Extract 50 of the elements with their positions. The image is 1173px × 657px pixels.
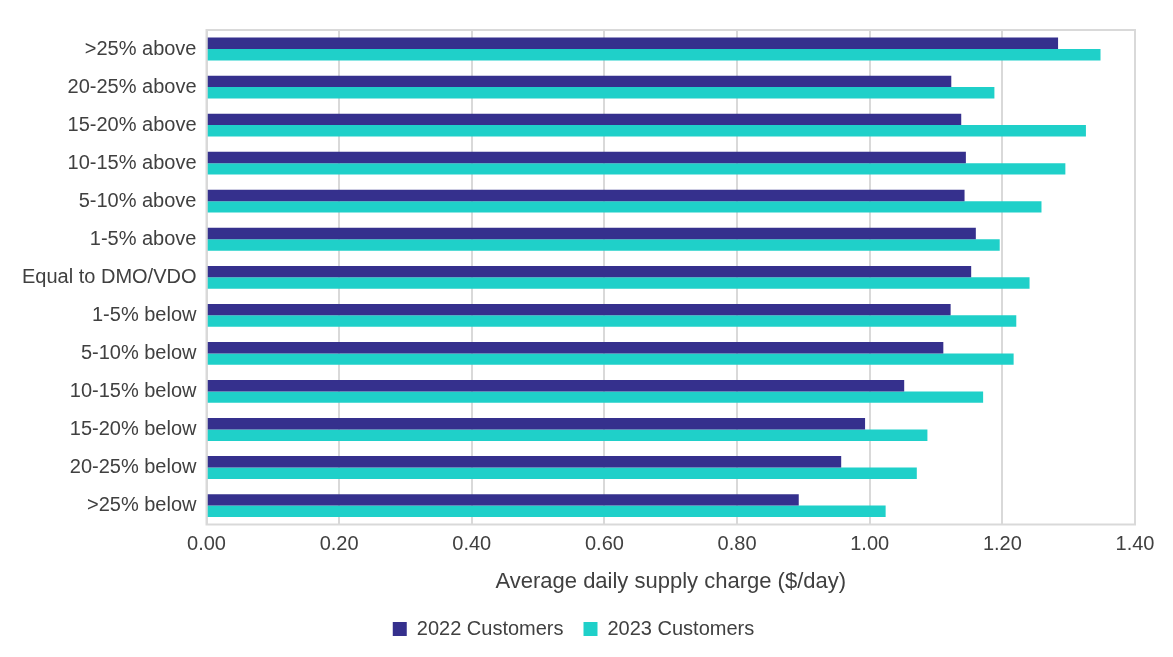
y-tick-label: 10-15% above xyxy=(67,150,197,173)
y-tick-label: 20-25% above xyxy=(67,74,197,97)
x-tick-label: 0.60 xyxy=(584,532,624,555)
y-tick-label: 15-20% above xyxy=(67,112,197,135)
bar xyxy=(207,505,886,517)
bar xyxy=(207,429,928,441)
y-tick-label: 10-15% below xyxy=(69,378,198,401)
y-tick-label: Equal to DMO/VDO xyxy=(21,264,197,287)
bar xyxy=(207,125,1086,137)
legend-label: 2023 Customers xyxy=(607,616,755,639)
x-tick-label: 1.40 xyxy=(1115,532,1155,555)
x-tick-label: 0.80 xyxy=(717,532,757,555)
y-tick-label: >25% below xyxy=(86,493,198,516)
bar xyxy=(207,37,1059,50)
bar xyxy=(207,227,976,240)
bar xyxy=(207,456,842,468)
bar xyxy=(207,163,1066,175)
bar xyxy=(207,341,944,354)
y-tick-label: 20-25% below xyxy=(69,455,198,478)
x-tick-label: 1.20 xyxy=(982,532,1022,555)
y-tick-label: 1-5% above xyxy=(89,226,197,249)
bar xyxy=(207,494,799,506)
bar xyxy=(207,151,966,164)
bar xyxy=(207,239,1000,251)
y-tick-label: 15-20% below xyxy=(69,417,198,439)
bar xyxy=(207,380,905,392)
y-tick-label: >25% above xyxy=(84,36,197,59)
bar xyxy=(207,418,866,430)
bar xyxy=(207,391,984,403)
bar xyxy=(207,75,952,88)
bar xyxy=(207,315,1017,327)
y-tick-label: 5-10% above xyxy=(78,188,197,211)
y-tick-label: 1-5% below xyxy=(91,302,198,325)
x-tick-label: 0.40 xyxy=(452,532,492,555)
x-axis-title: Average daily supply charge ($/day) xyxy=(495,567,847,593)
bar xyxy=(207,277,1030,289)
bar xyxy=(207,353,1014,365)
y-tick-label: 5-10% below xyxy=(80,340,198,363)
bar xyxy=(207,189,965,202)
bar xyxy=(207,201,1042,213)
bar xyxy=(207,113,962,126)
x-tick-label: 0.00 xyxy=(187,532,226,555)
bar xyxy=(207,265,972,278)
bar xyxy=(207,49,1101,61)
bar xyxy=(207,467,917,479)
bar xyxy=(207,303,951,316)
x-tick-label: 1.00 xyxy=(850,532,890,555)
bar xyxy=(207,87,995,99)
legend-label: 2022 Customers xyxy=(416,616,564,639)
x-tick-label: 0.20 xyxy=(319,532,359,555)
